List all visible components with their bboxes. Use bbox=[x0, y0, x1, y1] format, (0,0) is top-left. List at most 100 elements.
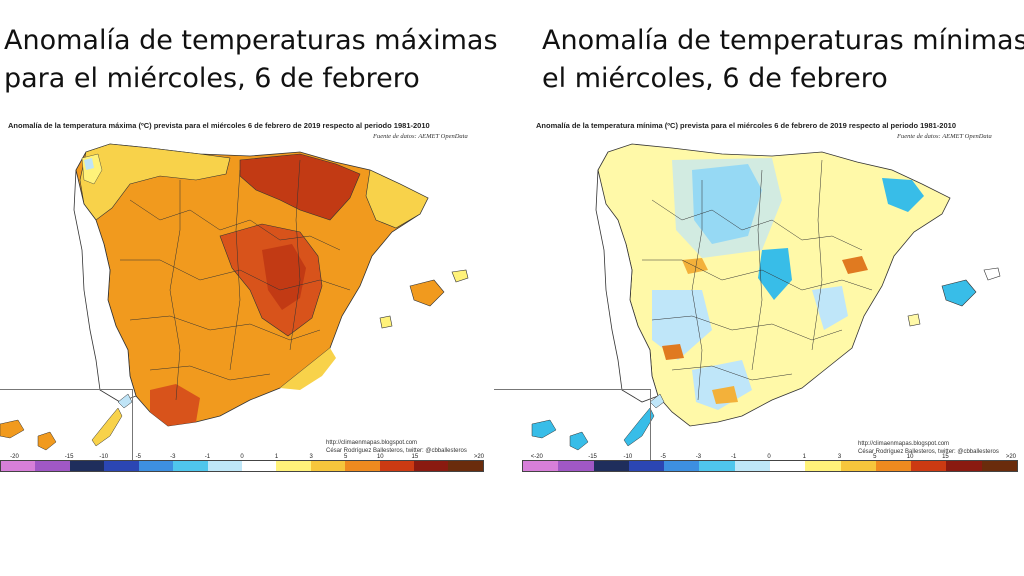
colorbar-segment bbox=[104, 461, 139, 471]
tenerife-min bbox=[531, 419, 557, 439]
colorbar-segment bbox=[173, 461, 208, 471]
portugal-max bbox=[73, 169, 137, 403]
pyrenees-cold-min bbox=[882, 178, 924, 212]
colorbar-segment bbox=[699, 461, 735, 471]
colorbar-tick-label: <-20 bbox=[530, 454, 543, 460]
colorbar-tick-label: -15 bbox=[64, 454, 74, 460]
ibiza-min bbox=[907, 313, 921, 327]
colorbar-segment bbox=[523, 461, 559, 471]
fuerteventura-max bbox=[91, 407, 123, 447]
east-cool-min bbox=[812, 286, 848, 330]
colorbar-tick-label: 10 bbox=[906, 454, 914, 460]
colorbar-tick-label: -10 bbox=[99, 454, 109, 460]
colorbar-tick-label: 10 bbox=[376, 454, 384, 460]
canary-inset-frame-min bbox=[494, 389, 651, 460]
colorbar-segment bbox=[805, 461, 841, 471]
lanzarote-min bbox=[649, 393, 665, 409]
colorbar-tick-label: 15 bbox=[942, 454, 949, 460]
southeast-mild-max bbox=[280, 348, 336, 390]
colorbar-tick-label: 0 bbox=[767, 454, 771, 460]
colorbar-segment bbox=[558, 461, 594, 471]
south-hot-max bbox=[150, 384, 200, 426]
portugal-min bbox=[595, 169, 659, 403]
fuerteventura-min bbox=[623, 407, 655, 447]
headline-min-line1: Anomalía de temperaturas mínimas bbox=[542, 25, 1024, 56]
colorbar-segment bbox=[1, 461, 36, 471]
catalonia-mild-max bbox=[365, 169, 429, 229]
galicia-cold-max bbox=[84, 158, 94, 170]
colorbar-segment bbox=[310, 461, 346, 471]
colorbar-segment bbox=[241, 461, 277, 471]
menorca-max bbox=[451, 269, 469, 283]
colorbar-tick-label: 15 bbox=[411, 454, 419, 460]
colorbar-segment bbox=[138, 461, 174, 471]
colorbar-segment bbox=[981, 461, 1017, 471]
mallorca-min bbox=[941, 279, 977, 307]
colorbar-ticks-min: <-20 -15 -10 -5 -3 -1 0 1 3 5 10 15 >20 bbox=[522, 454, 1016, 461]
duero-cool-min bbox=[672, 158, 782, 258]
colorbar-segment bbox=[448, 461, 483, 471]
headline-max: Anomalía de temperaturas máximas para el… bbox=[4, 22, 504, 98]
colorbar-tick-label: -3 bbox=[695, 454, 702, 460]
panel-min-temperature: Anomalía de temperaturas mínimas el miér… bbox=[494, 0, 1024, 576]
central-hotter-max bbox=[262, 244, 306, 310]
colorbar-ticks-max: -20 -15 -10 -5 -3 -1 0 1 3 5 10 15 >20 bbox=[0, 454, 484, 461]
colorbar-tick-label: >20 bbox=[473, 454, 484, 460]
map-min bbox=[531, 143, 1001, 451]
colorbar-segment bbox=[946, 461, 982, 471]
warm-patch-2-min bbox=[842, 256, 868, 274]
headline-max-line1: Anomalía de temperaturas máximas bbox=[4, 25, 498, 56]
colorbar-tick-label: -5 bbox=[135, 454, 141, 460]
colorbar-tick-label: 3 bbox=[837, 454, 842, 460]
colorbar-tick-label: -5 bbox=[660, 454, 666, 460]
colorbar-segment bbox=[69, 461, 105, 471]
ebro-hot-max bbox=[239, 153, 361, 221]
colorbar-tick-label: -1 bbox=[731, 454, 737, 460]
colorbar-tick-label: -3 bbox=[170, 454, 176, 460]
colorbar-tick-label: -20 bbox=[10, 454, 19, 460]
colorbar-tick-label: 1 bbox=[802, 454, 806, 460]
colorbar-tick-label: 3 bbox=[309, 454, 313, 460]
province-borders-max bbox=[120, 159, 351, 401]
colorbar-max bbox=[0, 460, 484, 472]
gran-canaria-min bbox=[569, 431, 589, 451]
colorbar-segment bbox=[35, 461, 70, 471]
colorbar-segment bbox=[911, 461, 947, 471]
colorbar-segment bbox=[414, 461, 449, 471]
colorbar-tick-label: -15 bbox=[588, 454, 597, 460]
west-cool-min bbox=[652, 290, 712, 360]
panel-max-temperature: Anomalía de temperaturas máximas para el… bbox=[0, 22, 504, 472]
mallorca-max bbox=[409, 279, 445, 307]
colorbar-segment bbox=[379, 461, 415, 471]
south-cool-min bbox=[692, 360, 752, 410]
headline-min: Anomalía de temperaturas mínimas el miér… bbox=[542, 22, 1024, 98]
colorbar-tick-label: 0 bbox=[240, 454, 244, 460]
colorbar-segment bbox=[593, 461, 629, 471]
ibiza-max bbox=[379, 315, 393, 329]
colorbar-segment bbox=[875, 461, 912, 471]
warm-patch-3-min bbox=[712, 386, 738, 404]
headline-min-line2: el miércoles, 6 de febrero bbox=[542, 63, 888, 94]
colorbar-tick-label: -1 bbox=[204, 454, 211, 460]
map-title-max: Anomalía de la temperatura máxima (ºC) p… bbox=[8, 121, 430, 130]
tenerife-max bbox=[0, 419, 25, 439]
central-cold-min bbox=[758, 248, 792, 300]
colorbar-segment bbox=[628, 461, 665, 471]
colorbar-segment bbox=[734, 461, 770, 471]
colorbar-segment bbox=[207, 461, 242, 471]
warm-patch-4-min bbox=[662, 344, 684, 360]
canary-inset-frame-max bbox=[0, 389, 133, 460]
headline-max-line2: para el miércoles, 6 de febrero bbox=[4, 63, 420, 94]
colorbar-tick-label: >20 bbox=[1005, 454, 1016, 460]
colorbar-tick-label: -10 bbox=[623, 454, 633, 460]
colorbar-tick-label: 5 bbox=[344, 454, 348, 460]
province-borders-min bbox=[642, 159, 873, 401]
map-source-min: Fuente de datos: AEMET OpenData bbox=[897, 133, 992, 140]
colorbar-segment bbox=[345, 461, 380, 471]
map-max bbox=[0, 143, 469, 451]
map-source-max: Fuente de datos: AEMET OpenData bbox=[373, 133, 468, 140]
colorbar-tick-label: 1 bbox=[274, 454, 279, 460]
gran-canaria-max bbox=[37, 431, 57, 451]
map-title-min: Anomalía de la temperatura mínima (ºC) p… bbox=[536, 121, 956, 130]
credit-author-min: César Rodríguez Ballesteros, twitter: @c… bbox=[858, 449, 999, 455]
